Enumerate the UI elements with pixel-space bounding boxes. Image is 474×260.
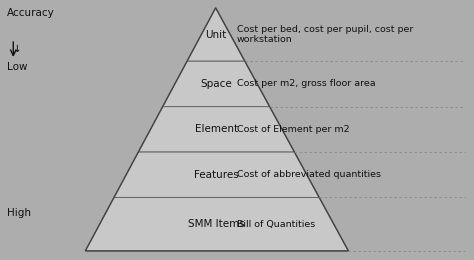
Text: Cost of Element per m2: Cost of Element per m2 <box>237 125 350 134</box>
Text: SMM Items: SMM Items <box>188 219 245 229</box>
Text: Low: Low <box>7 62 27 72</box>
Text: Element: Element <box>195 124 238 134</box>
Text: Cost per m2, gross floor area: Cost per m2, gross floor area <box>237 80 375 88</box>
Polygon shape <box>138 107 294 152</box>
Text: ↓: ↓ <box>13 44 22 54</box>
Polygon shape <box>85 198 348 251</box>
Polygon shape <box>114 152 319 198</box>
Text: Unit: Unit <box>205 30 227 40</box>
Polygon shape <box>163 61 270 107</box>
Text: Space: Space <box>200 79 232 89</box>
Text: Features: Features <box>194 170 239 180</box>
Text: Accuracy: Accuracy <box>7 8 55 18</box>
Text: Bill of Quantities: Bill of Quantities <box>237 220 315 229</box>
Text: Cost of abbreviated quantities: Cost of abbreviated quantities <box>237 170 381 179</box>
Text: High: High <box>7 208 31 218</box>
Text: Cost per bed, cost per pupil, cost per
workstation: Cost per bed, cost per pupil, cost per w… <box>237 25 413 44</box>
Polygon shape <box>187 8 245 61</box>
